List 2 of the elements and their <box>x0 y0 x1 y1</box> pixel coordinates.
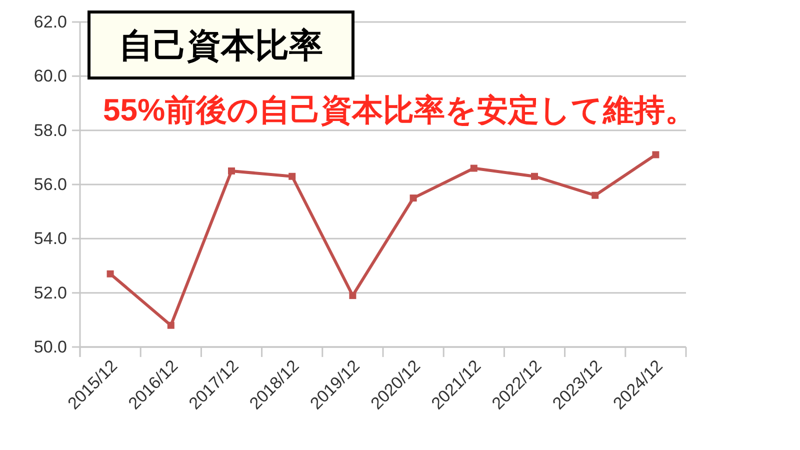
title: 自己資本比率 <box>119 27 323 65</box>
annotation: 55%前後の自己資本比率を安定して維持。 <box>103 92 696 128</box>
